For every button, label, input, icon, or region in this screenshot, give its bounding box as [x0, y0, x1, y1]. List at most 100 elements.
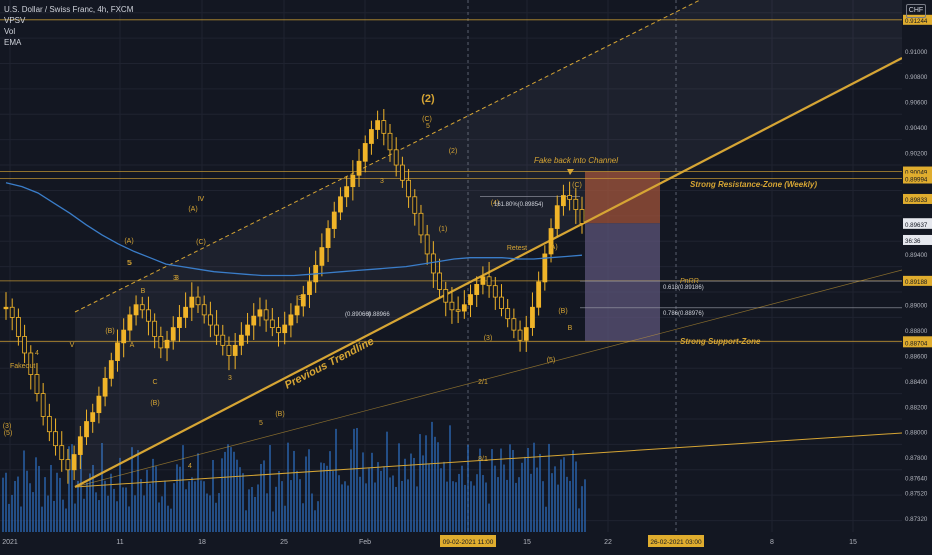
volume-bar	[371, 452, 373, 532]
candle-body	[84, 421, 89, 438]
volume-bar	[341, 484, 343, 532]
volume-bar	[578, 508, 580, 532]
candle-body	[201, 304, 207, 316]
volume-bar	[188, 481, 190, 532]
volume-bar	[152, 458, 154, 532]
volume-bar	[176, 464, 178, 532]
candle-body	[381, 120, 387, 134]
volume-bar	[497, 477, 499, 532]
volume-bar	[548, 443, 550, 532]
volume-bar	[233, 451, 235, 532]
candle-body	[468, 294, 473, 306]
price-tag	[903, 166, 932, 177]
candle-body	[127, 314, 133, 331]
candle-body	[505, 308, 511, 320]
volume-bar	[50, 464, 52, 532]
volume-bar	[56, 472, 58, 532]
volume-bar	[392, 475, 394, 532]
price-tick: 0.87520	[905, 491, 928, 498]
volume-bar	[254, 496, 256, 532]
candle-body	[331, 211, 337, 229]
volume-bar	[344, 481, 346, 532]
volume-bar	[206, 493, 208, 532]
candle-body	[338, 196, 343, 213]
volume-bar	[536, 467, 538, 532]
volume-bar	[353, 428, 355, 532]
candle-body	[455, 309, 461, 312]
volume-bar	[224, 451, 226, 532]
lower-fan-line	[74, 269, 903, 488]
time-axis[interactable]: 2021 11 18 25 Feb 15 22 8 15 09-02-2021 11:00 26-0…	[0, 532, 902, 550]
volume-bar	[179, 466, 181, 532]
volume-bar	[539, 453, 541, 532]
volume-bar	[251, 486, 253, 532]
indicator-ema[interactable]: EMA	[4, 38, 22, 47]
candle-body	[115, 342, 120, 361]
candle-body	[369, 129, 374, 144]
volume-bar	[335, 428, 337, 532]
currency-button[interactable]: CHF	[906, 4, 926, 18]
candle-body	[561, 195, 566, 207]
symbol-title[interactable]: U.S. Dollar / Swiss Franc, 4h, FXCM	[4, 5, 134, 14]
volume-bar	[494, 465, 496, 532]
volume-bar	[173, 483, 175, 532]
time-tag-label: 26-02-2021 03:00	[650, 539, 702, 546]
volume-bar	[170, 508, 172, 532]
candle-body	[418, 212, 424, 236]
volume-bar	[425, 435, 427, 532]
volume-bar	[329, 451, 331, 532]
candle-body	[499, 296, 504, 309]
candle-body	[251, 315, 257, 326]
candle-body	[294, 305, 300, 316]
indicator-vpsv[interactable]: VPSV	[4, 16, 26, 25]
price-axis[interactable]: 0.91244 0.91000 0.90800 0.90600 0.90400 0.902…	[902, 0, 932, 550]
wave-label: (C)	[196, 239, 206, 246]
volume-bar	[455, 482, 457, 532]
volume-bar	[296, 470, 298, 532]
price-tag	[903, 14, 932, 25]
volume-bar	[11, 494, 13, 532]
candle-body	[9, 306, 15, 318]
ema-line	[5, 182, 583, 277]
volume-bar	[197, 453, 199, 532]
candle-body	[238, 334, 244, 346]
price-tag-label: 0.89833	[905, 197, 928, 204]
chart-legend[interactable]: U.S. Dollar / Swiss Franc, 4h, FXCM VPSV…	[4, 4, 133, 48]
volume-bar	[356, 427, 358, 532]
candle-body	[183, 306, 189, 318]
wave-label: (3)	[484, 335, 493, 342]
volume-bar	[398, 443, 400, 532]
candle-body	[59, 445, 65, 461]
volume-bar	[5, 472, 7, 532]
volume-bar	[29, 483, 31, 532]
volume-bar	[311, 493, 313, 532]
main-trendline	[74, 57, 903, 488]
volume-bar	[281, 481, 283, 532]
fake-back-label: Fake back into Channel	[534, 156, 618, 165]
wave-label: (5)	[4, 430, 13, 437]
candle-body	[77, 436, 83, 455]
volume-bar	[65, 508, 67, 532]
price-tick: 0.88400	[905, 379, 928, 386]
volume-bar	[212, 459, 214, 532]
wave-label: (B)	[105, 328, 114, 335]
time-tag	[440, 535, 496, 547]
volume-bar	[317, 501, 319, 532]
volume-bar	[122, 487, 124, 532]
wave-label: B	[568, 325, 573, 332]
price-tag	[903, 337, 932, 348]
candle-body	[480, 276, 486, 285]
wave-label: Ⅴ	[70, 342, 75, 349]
price-tick: 0.87640	[905, 475, 928, 482]
candle-body	[22, 336, 27, 354]
volume-bar	[89, 473, 91, 532]
candle-body	[443, 289, 449, 303]
volume-bar	[263, 460, 265, 532]
indicator-vol[interactable]: Vol	[4, 27, 16, 36]
volume-bar	[53, 500, 55, 532]
candle-body	[152, 320, 158, 337]
candle-body	[461, 304, 467, 312]
candle-body	[232, 344, 238, 356]
